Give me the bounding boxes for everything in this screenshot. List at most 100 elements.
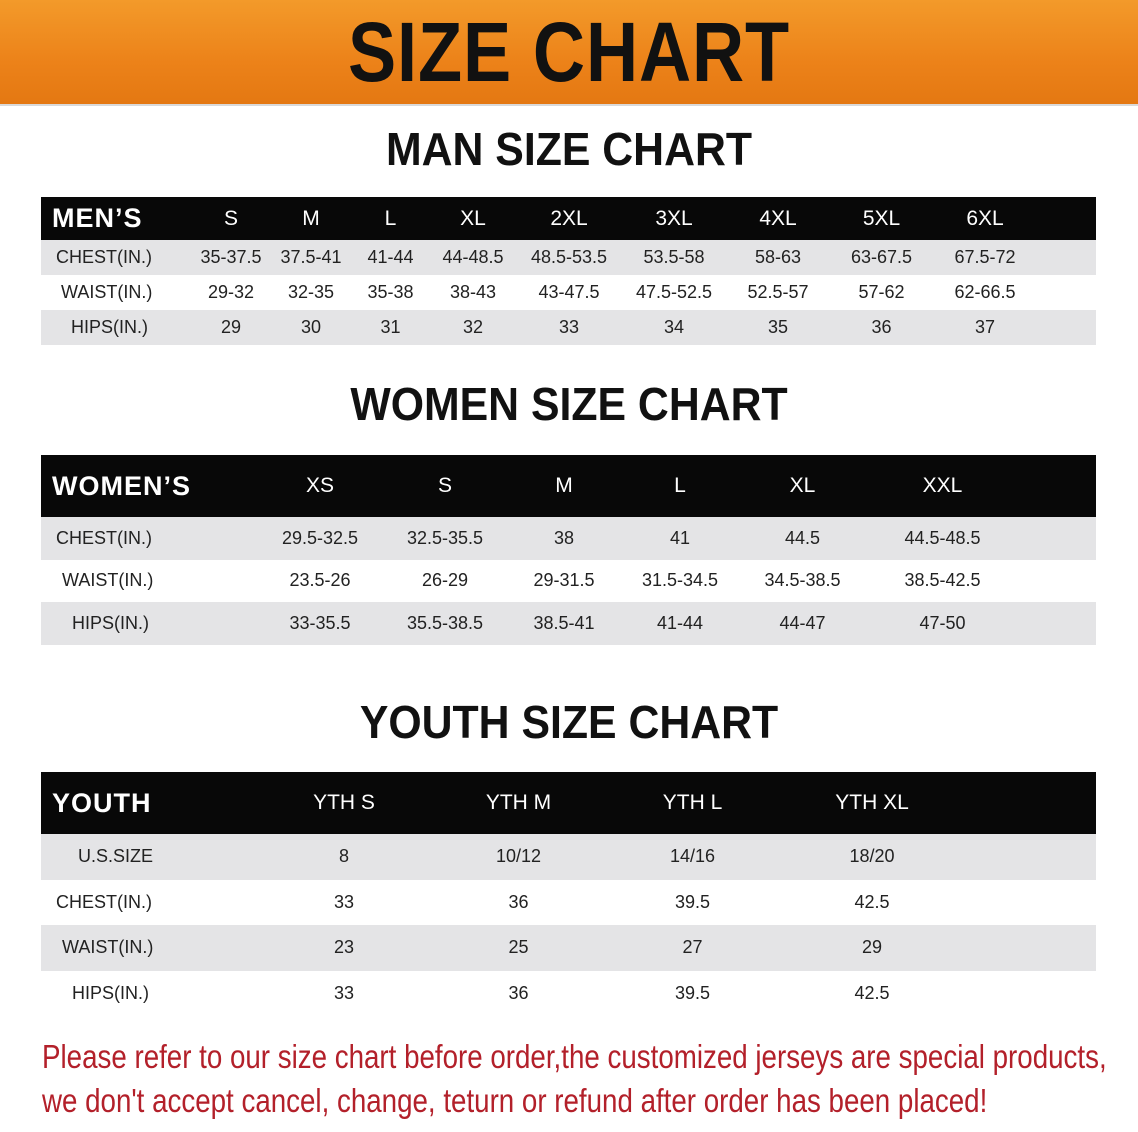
table-row: CHEST(IN.) 33 36 39.5 42.5	[41, 880, 1096, 926]
table-cell: 31.5-34.5	[641, 570, 719, 591]
size-header-cell: 6XL	[966, 206, 1004, 230]
row-label: WAIST(IN.)	[62, 937, 154, 958]
size-header-cell: S	[437, 474, 452, 497]
table-cell: 62-66.5	[954, 282, 1016, 302]
men-section-title: MAN SIZE CHART	[385, 123, 752, 175]
table-cell: 48.5-53.5	[530, 247, 608, 267]
table-cell: 31	[380, 317, 401, 337]
table-cell: 44.5	[784, 527, 821, 548]
table-cell: 47.5-52.5	[635, 282, 713, 302]
row-label: WAIST(IN.)	[61, 282, 153, 302]
table-row: WAIST(IN.) 23.5-26 26-29 29-31.5 31.5-34.5 34…	[41, 560, 1096, 603]
table-cell: 33	[558, 317, 580, 337]
size-header-cell: XXL	[922, 474, 963, 497]
table-cell: 29	[861, 937, 883, 958]
table-cell: 26-29	[421, 570, 469, 591]
table-row: CHEST(IN.) 29.5-32.5 32.5-35.5 38 41 44.5 44.5…	[41, 517, 1096, 560]
table-cell: 38-43	[449, 282, 497, 302]
row-label: HIPS(IN.)	[71, 317, 149, 337]
size-header-cell: XL	[789, 474, 816, 497]
table-cell: 30	[300, 317, 322, 337]
table-cell: 33	[333, 891, 355, 912]
table-cell: 38.5-41	[533, 612, 595, 633]
table-cell: 35-38	[367, 282, 414, 302]
table-cell: 44-47	[779, 612, 826, 633]
size-header-cell: YTH M	[485, 791, 552, 814]
banner: SIZE CHART	[0, 0, 1138, 106]
table-cell: 38.5-42.5	[904, 570, 981, 591]
table-header-row: WOMEN’S XS S M L XL XXL	[41, 455, 1096, 517]
table-row: WAIST(IN.) 29-32 32-35 35-38 38-43 43-47.5 47.…	[41, 275, 1096, 310]
table-cell: 29-31.5	[533, 570, 595, 591]
size-header-cell: 3XL	[655, 206, 693, 230]
row-label: CHEST(IN.)	[56, 891, 152, 912]
notice-line-1: Please refer to our size chart before or…	[42, 1038, 1107, 1075]
size-header-cell: 5XL	[862, 206, 901, 230]
youth-section-title: YOUTH SIZE CHART	[359, 696, 779, 748]
table-cell: 35.5-38.5	[406, 612, 484, 633]
table-cell: 36	[508, 982, 529, 1003]
table-cell: 58-63	[754, 247, 802, 267]
table-cell: 32	[462, 317, 484, 337]
table-row: CHEST(IN.) 35-37.5 37.5-41 41-44 44-48.5 48.5…	[41, 240, 1096, 275]
size-header-cell: XL	[460, 206, 486, 230]
table-cell: 36	[871, 317, 892, 337]
row-label: WAIST(IN.)	[62, 570, 154, 591]
women-section-title: WOMEN SIZE CHART	[350, 378, 788, 430]
table-cell: 18/20	[849, 846, 895, 867]
table-cell: 33-35.5	[289, 612, 351, 633]
size-header-cell: M	[555, 474, 573, 497]
table-cell: 29-32	[207, 282, 255, 302]
table-cell: 37	[974, 317, 996, 337]
size-header-cell: L	[384, 206, 397, 230]
size-header-cell: M	[302, 206, 320, 230]
row-label: HIPS(IN.)	[72, 982, 150, 1003]
size-header-cell: XS	[305, 474, 334, 497]
table-cell: 42.5	[854, 982, 890, 1003]
row-label: CHEST(IN.)	[56, 247, 152, 267]
table-cell: 53.5-58	[643, 247, 705, 267]
size-header-cell: YTH XL	[835, 791, 909, 814]
table-cell: 39.5	[674, 982, 711, 1003]
table-cell: 67.5-72	[954, 247, 1016, 267]
table-cell: 35-37.5	[200, 247, 262, 267]
table-cell: 42.5	[854, 891, 890, 912]
table-cell: 35	[767, 317, 789, 337]
table-cell: 32.5-35.5	[406, 527, 484, 548]
table-cell: 27	[682, 937, 703, 958]
table-cell: 63-67.5	[850, 247, 913, 267]
table-row: HIPS(IN.) 33-35.5 35.5-38.5 38.5-41 41-44 44-…	[41, 602, 1096, 645]
table-header-row: MEN’S S M L XL 2XL 3XL 4XL 5XL 6XL	[41, 197, 1096, 240]
table-title-cell: YOUTH	[52, 787, 152, 818]
table-cell: 32-35	[287, 282, 335, 302]
table-cell: 23.5-26	[289, 570, 351, 591]
table-row: HIPS(IN.) 29 30 31 32 33 34 35 36 37	[41, 310, 1096, 345]
table-cell: 34	[663, 317, 685, 337]
table-cell: 36	[508, 891, 529, 912]
table-row: HIPS(IN.) 33 36 39.5 42.5	[41, 971, 1096, 1017]
table-cell: 29	[220, 317, 242, 337]
table-cell: 8	[338, 846, 349, 867]
table-cell: 34.5-38.5	[764, 570, 841, 591]
table-cell: 43-47.5	[538, 282, 600, 302]
table-row: WAIST(IN.) 23 25 27 29	[41, 925, 1096, 971]
table-cell: 41-44	[656, 612, 704, 633]
table-cell: 25	[508, 937, 529, 958]
row-label: HIPS(IN.)	[72, 612, 150, 633]
table-cell: 44.5-48.5	[904, 527, 981, 548]
table-title-cell: MEN’S	[52, 203, 143, 233]
table-cell: 33	[333, 982, 355, 1003]
table-cell: 29.5-32.5	[281, 527, 359, 548]
youth-size-table: YOUTH YTH S YTH M YTH L YTH XL U.S.SIZE 8 10/12…	[41, 772, 1096, 1016]
table-cell: 23	[333, 937, 355, 958]
women-size-table: WOMEN’S XS S M L XL XXL CHEST(IN.) 29.5-32.5 32.5…	[41, 455, 1096, 645]
table-cell: 39.5	[674, 891, 711, 912]
table-cell: 57-62	[858, 282, 905, 302]
men-size-table: MEN’S S M L XL 2XL 3XL 4XL 5XL 6XL CHEST(IN.) 35-37…	[41, 197, 1096, 345]
table-cell: 41-44	[367, 247, 414, 267]
notice-line-2: we don't accept cancel, change, teturn o…	[42, 1082, 988, 1119]
size-header-cell: L	[674, 474, 686, 497]
table-cell: 47-50	[919, 612, 966, 633]
table-row: U.S.SIZE 8 10/12 14/16 18/20	[41, 834, 1096, 880]
table-title-cell: WOMEN’S	[52, 470, 191, 501]
